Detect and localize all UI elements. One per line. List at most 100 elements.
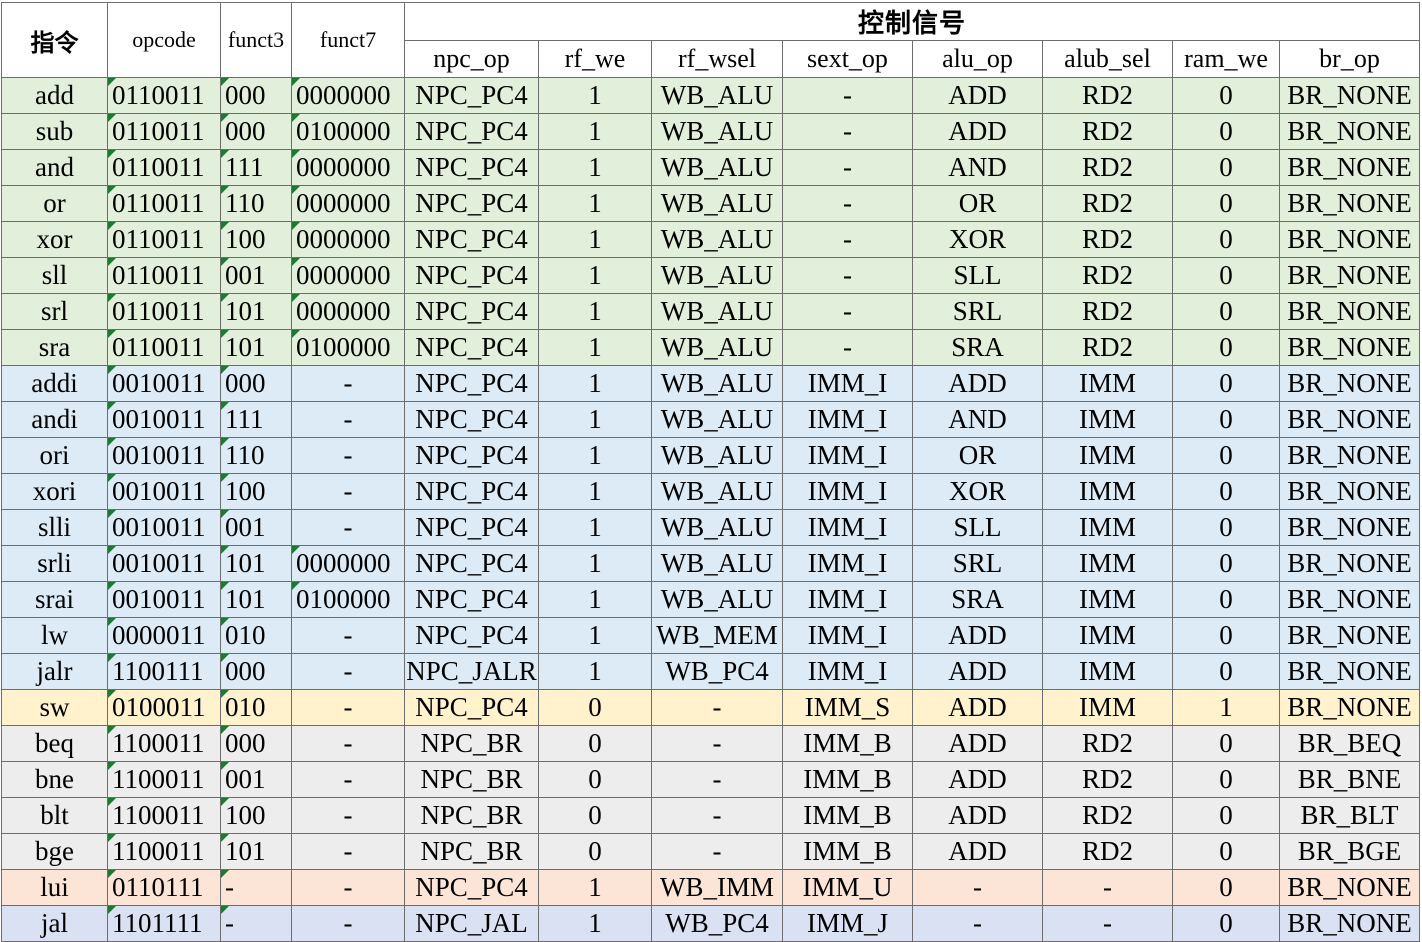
cell-funct7: -: [291, 833, 405, 870]
cell-instr: jal: [1, 905, 108, 942]
table-row: addi 0010011 000- NPC_PC4 1 WB_ALU IMM_I ADD IMM…: [1, 365, 1421, 402]
cell-funct3: 100: [220, 221, 292, 258]
cell-funct3: 110: [220, 437, 292, 474]
cell-instr: xori: [1, 473, 108, 510]
cell-instr: blt: [1, 797, 108, 834]
cell-instr: bne: [1, 761, 108, 798]
cell-br-op: BR_NONE: [1278, 905, 1421, 942]
table-row: blt 1100011 100- NPC_BR 0- IMM_B ADD RD2 0 BR_BLT: [1, 797, 1421, 834]
cell-rf-wsel: WB_ALU: [651, 365, 783, 402]
table-row: jal 1101111- - NPC_JAL 1 WB_PC4 IMM_J - -0 BR_NON…: [1, 905, 1421, 942]
header-alu-op: alu_op: [912, 40, 1043, 78]
cell-funct3: 010: [220, 689, 292, 726]
cell-alub-sel: RD2: [1042, 761, 1173, 798]
cell-opcode: 0010011: [107, 437, 221, 474]
cell-opcode: 0100011: [107, 689, 221, 726]
cell-npc-op: NPC_JAL: [404, 905, 539, 942]
cell-br-op: BR_NONE: [1278, 365, 1421, 402]
cell-funct3: 000: [220, 77, 292, 114]
cell-alu-op: SLL: [912, 509, 1043, 546]
cell-sext-op: -: [782, 149, 913, 186]
cell-alu-op: OR: [912, 437, 1043, 474]
cell-rf-wsel: WB_ALU: [651, 293, 783, 330]
cell-funct3: 101: [220, 581, 292, 618]
cell-ram-we: 0: [1172, 365, 1280, 402]
cell-opcode: 0110011: [107, 149, 221, 186]
cell-alub-sel: -: [1042, 869, 1173, 906]
cell-br-op: BR_NONE: [1278, 437, 1421, 474]
cell-instr: srai: [1, 581, 108, 618]
cell-npc-op: NPC_PC4: [404, 545, 539, 582]
cell-ram-we: 0: [1172, 653, 1280, 690]
cell-npc-op: NPC_BR: [404, 725, 539, 762]
cell-alub-sel: RD2: [1042, 221, 1173, 258]
cell-opcode: 1100011: [107, 761, 221, 798]
header-rf-we: rf_we: [538, 40, 652, 78]
cell-funct7: 0000000: [291, 221, 405, 258]
cell-sext-op: IMM_U: [782, 869, 913, 906]
cell-rf-wsel: WB_PC4: [651, 653, 783, 690]
cell-ram-we: 0: [1172, 77, 1280, 114]
cell-alub-sel: IMM: [1042, 689, 1173, 726]
cell-rf-we: 1: [538, 509, 652, 546]
cell-br-op: BR_BNE: [1278, 761, 1421, 798]
cell-sext-op: IMM_B: [782, 761, 913, 798]
cell-opcode: 1100011: [107, 797, 221, 834]
cell-alu-op: SRA: [912, 581, 1043, 618]
cell-funct7: -: [291, 473, 405, 510]
cell-npc-op: NPC_PC4: [404, 77, 539, 114]
cell-funct7: -: [291, 617, 405, 654]
cell-instr: bge: [1, 833, 108, 870]
cell-funct3: 110: [220, 185, 292, 222]
cell-br-op: BR_NONE: [1278, 473, 1421, 510]
cell-br-op: BR_NONE: [1278, 509, 1421, 546]
cell-funct7: -: [291, 437, 405, 474]
cell-opcode: 0110011: [107, 113, 221, 150]
cell-opcode: 0010011: [107, 545, 221, 582]
table-row: sll 0110011 001 0000000 NPC_PC4 1 WB_ALU - SLL RD…: [1, 257, 1421, 294]
cell-rf-wsel: WB_ALU: [651, 185, 783, 222]
cell-sext-op: IMM_B: [782, 725, 913, 762]
cell-alu-op: ADD: [912, 365, 1043, 402]
cell-alub-sel: RD2: [1042, 257, 1173, 294]
cell-rf-we: 1: [538, 77, 652, 114]
cell-br-op: BR_NONE: [1278, 113, 1421, 150]
cell-sext-op: IMM_I: [782, 473, 913, 510]
cell-funct7: -: [291, 689, 405, 726]
cell-rf-we: 0: [538, 689, 652, 726]
cell-alu-op: ADD: [912, 797, 1043, 834]
cell-rf-we: 0: [538, 797, 652, 834]
cell-npc-op: NPC_PC4: [404, 149, 539, 186]
cell-instr: srli: [1, 545, 108, 582]
cell-funct3: 111: [220, 149, 292, 186]
cell-rf-we: 1: [538, 545, 652, 582]
table-row: sub 0110011 000 0100000 NPC_PC4 1 WB_ALU - ADD RD…: [1, 113, 1421, 150]
table-row: and 0110011 111 0000000 NPC_PC4 1 WB_ALU - AND RD…: [1, 149, 1421, 186]
cell-ram-we: 0: [1172, 437, 1280, 474]
cell-br-op: BR_NONE: [1278, 257, 1421, 294]
cell-rf-we: 1: [538, 905, 652, 942]
cell-rf-wsel: -: [651, 761, 783, 798]
cell-opcode: 0010011: [107, 581, 221, 618]
cell-alub-sel: RD2: [1042, 113, 1173, 150]
cell-br-op: BR_NONE: [1278, 149, 1421, 186]
cell-funct3: 101: [220, 833, 292, 870]
cell-funct7: -: [291, 725, 405, 762]
cell-sext-op: -: [782, 113, 913, 150]
cell-rf-wsel: WB_ALU: [651, 257, 783, 294]
cell-rf-we: 1: [538, 581, 652, 618]
cell-instr: xor: [1, 221, 108, 258]
cell-alu-op: ADD: [912, 653, 1043, 690]
cell-funct7: 0000000: [291, 293, 405, 330]
cell-opcode: 1101111: [107, 905, 221, 942]
cell-rf-wsel: -: [651, 833, 783, 870]
cell-rf-we: 1: [538, 365, 652, 402]
cell-ram-we: 0: [1172, 545, 1280, 582]
cell-alub-sel: RD2: [1042, 77, 1173, 114]
table-row: xor 0110011 100 0000000 NPC_PC4 1 WB_ALU - XOR RD…: [1, 221, 1421, 258]
cell-ram-we: 0: [1172, 725, 1280, 762]
cell-alu-op: ADD: [912, 113, 1043, 150]
cell-sext-op: IMM_I: [782, 545, 913, 582]
cell-instr: or: [1, 185, 108, 222]
table-row: xori 0010011 100- NPC_PC4 1 WB_ALU IMM_I XOR IMM…: [1, 473, 1421, 510]
